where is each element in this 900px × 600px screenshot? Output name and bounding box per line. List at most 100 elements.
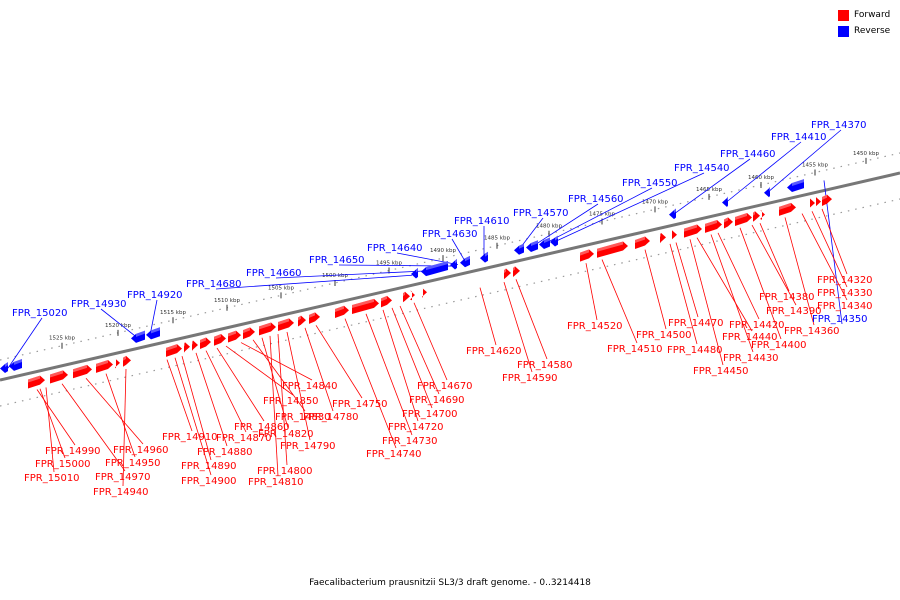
reverse-gene-arrow: [450, 258, 457, 270]
reverse-leader-line: [529, 203, 599, 249]
reverse-gene-label: FPR_14370: [811, 120, 867, 131]
gene-highlight: [465, 255, 470, 262]
forward-gene-label: FPR_14940: [93, 487, 149, 498]
gene-highlight: [259, 322, 271, 330]
reverse-gene-label: FPR_14410: [771, 132, 827, 143]
forward-gene-label: FPR_14500: [636, 330, 692, 341]
forward-gene-label: FPR_14840: [282, 381, 338, 392]
forward-leader-line: [39, 388, 66, 459]
forward-gene-label: FPR_15010: [24, 473, 80, 484]
forward-gene-arrow: [672, 230, 677, 241]
forward-gene-arrow: [259, 322, 276, 336]
forward-leader-line: [286, 331, 311, 441]
forward-leader-line: [759, 223, 790, 292]
forward-gene-label: FPR_14730: [382, 436, 438, 447]
gene-highlight: [684, 224, 697, 232]
gene-highlight: [519, 243, 524, 249]
forward-leader-line: [717, 232, 760, 320]
scale-tick-label: 1490 kbp: [430, 248, 456, 254]
reverse-gene-arrow: [669, 208, 676, 220]
reverse-gene-arrow: [514, 243, 524, 255]
forward-leader-line: [166, 359, 193, 432]
reverse-gene-arrow: [460, 255, 470, 268]
forward-leader-line: [315, 325, 363, 399]
scale-tick-label: 1515 kbp: [160, 310, 186, 316]
forward-gene-label: FPR_14870: [216, 433, 272, 444]
forward-gene-label: FPR_14750: [332, 399, 388, 410]
gene-highlight: [822, 194, 827, 200]
forward-gene-arrow: [580, 249, 594, 262]
forward-gene-label: FPR_14670: [417, 381, 473, 392]
forward-gene-arrow: [705, 219, 722, 233]
gene-highlight: [381, 295, 387, 302]
forward-gene-label: FPR_14440: [722, 332, 778, 343]
forward-gene-label: FPR_14580: [517, 360, 573, 371]
forward-gene-label: FPR_14860: [234, 422, 290, 433]
reverse-gene-label: FPR_14920: [127, 290, 183, 301]
forward-gene-arrow: [410, 290, 415, 301]
reverse-swatch: [838, 26, 849, 37]
forward-gene-arrow: [779, 202, 796, 216]
forward-gene-arrow: [753, 211, 760, 222]
leader-lines: [7, 129, 848, 487]
forward-leader-line: [269, 335, 279, 477]
gene-highlight: [513, 266, 515, 272]
forward-leader-line: [344, 318, 397, 449]
forward-gene-label: FPR_14800: [257, 466, 313, 477]
gene-highlight: [635, 236, 645, 243]
forward-leader-line: [821, 208, 848, 275]
forward-gene-label: FPR_14690: [409, 395, 465, 406]
reverse-leader-line: [551, 172, 705, 244]
forward-gene-arrow: [166, 344, 182, 357]
forward-gene-arrow: [243, 327, 255, 340]
forward-gene-arrow: [822, 194, 832, 206]
gene-highlight: [115, 358, 116, 363]
gene-highlight: [769, 186, 770, 192]
forward-leader-line: [122, 369, 127, 487]
reverse-gene-arrow: [722, 196, 728, 207]
forward-leader-line: [61, 383, 126, 472]
gene-highlight: [753, 211, 755, 216]
gene-highlight: [151, 327, 160, 334]
scale-tick-label: 1470 kbp: [642, 199, 668, 205]
forward-leader-line: [36, 389, 76, 446]
gene-highlight: [228, 330, 236, 337]
forward-gene-label: FPR_14820: [258, 429, 314, 440]
forward-gene-label: FPR_14510: [607, 344, 663, 355]
forward-gene-arrow: [214, 334, 226, 346]
forward-leader-line: [304, 327, 334, 412]
forward-leader-line: [45, 387, 55, 473]
forward-gene-label: FPR_14830: [275, 412, 331, 423]
gene-highlight: [410, 290, 412, 295]
gene-highlight: [335, 305, 344, 312]
gene-highlight: [660, 232, 661, 238]
gene-highlight: [28, 375, 40, 383]
scale-tick-label: 1520 kbp: [105, 323, 131, 329]
scale-tick-label: 1485 kbp: [484, 236, 510, 242]
reverse-gene-label: FPR_14610: [454, 216, 510, 227]
forward-leader-line: [585, 263, 598, 321]
reverse-gene-label: FPR_14570: [513, 208, 569, 219]
forward-gene-arrow: [309, 312, 320, 324]
gene-highlight: [403, 291, 405, 297]
reverse-leader-line: [149, 299, 158, 336]
reverse-gene-arrow: [539, 237, 550, 250]
reverse-leader-line: [540, 187, 653, 246]
forward-gene-arrow: [335, 305, 349, 318]
scale-tick-label: 1480 kbp: [536, 224, 562, 230]
forward-gene-arrow: [810, 198, 815, 209]
forward-gene-arrow: [504, 268, 511, 280]
scale-tick-label: 1450 kbp: [853, 151, 879, 157]
gene-highlight: [298, 315, 301, 321]
forward-leader-line: [399, 305, 440, 395]
gene-highlight: [724, 217, 728, 223]
gene-highlight: [96, 360, 108, 367]
forward-gene-label: FPR_14780: [303, 412, 359, 423]
scale-tick-label: 1500 kbp: [322, 273, 348, 279]
forward-gene-label: FPR_14890: [181, 461, 237, 472]
forward-leader-line: [739, 227, 782, 340]
forward-leader-line: [277, 334, 288, 466]
forward-leader-line: [515, 279, 548, 360]
scale-tick-label: 1455 kbp: [802, 163, 828, 169]
forward-leader-line: [601, 259, 638, 344]
